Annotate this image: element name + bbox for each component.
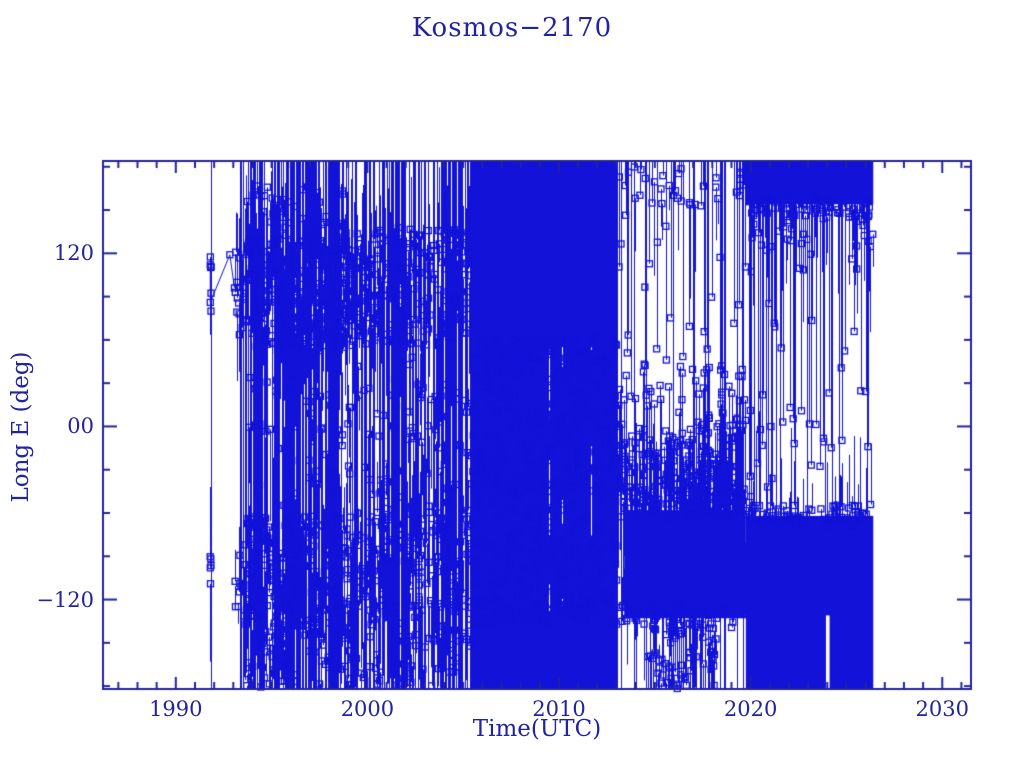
y-tick-label: −120 (36, 587, 94, 612)
y-axis-label: Long E (deg) (8, 351, 34, 503)
x-axis-label: Time(UTC) (472, 716, 602, 742)
x-tick-label: 2020 (723, 697, 778, 721)
y-tick-label: 120 (53, 241, 94, 266)
x-tick-label: 1990 (149, 697, 203, 721)
x-tick-label: 2010 (532, 697, 586, 721)
chart-title: Kosmos−2170 (411, 13, 613, 43)
x-tick-label: 2000 (340, 697, 395, 721)
y-tick-label: 00 (67, 414, 94, 439)
x-tick-label: 2030 (915, 697, 969, 721)
